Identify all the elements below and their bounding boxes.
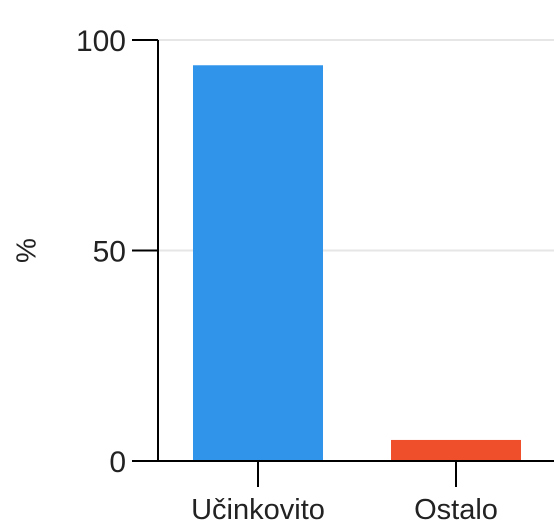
- bars: [193, 65, 521, 461]
- bar: [391, 439, 521, 461]
- y-tick-label: 0: [109, 446, 126, 479]
- x-tick-label: Učinkovito: [191, 494, 325, 522]
- bar: [193, 65, 323, 461]
- y-ticks: 0 50 100: [76, 25, 158, 479]
- y-axis-title: %: [10, 238, 41, 263]
- x-tick-label: Ostalo: [414, 494, 498, 522]
- y-tick-label: 100: [76, 25, 126, 58]
- x-ticks: Učinkovito Ostalo: [191, 461, 498, 522]
- y-tick-label: 50: [93, 236, 126, 269]
